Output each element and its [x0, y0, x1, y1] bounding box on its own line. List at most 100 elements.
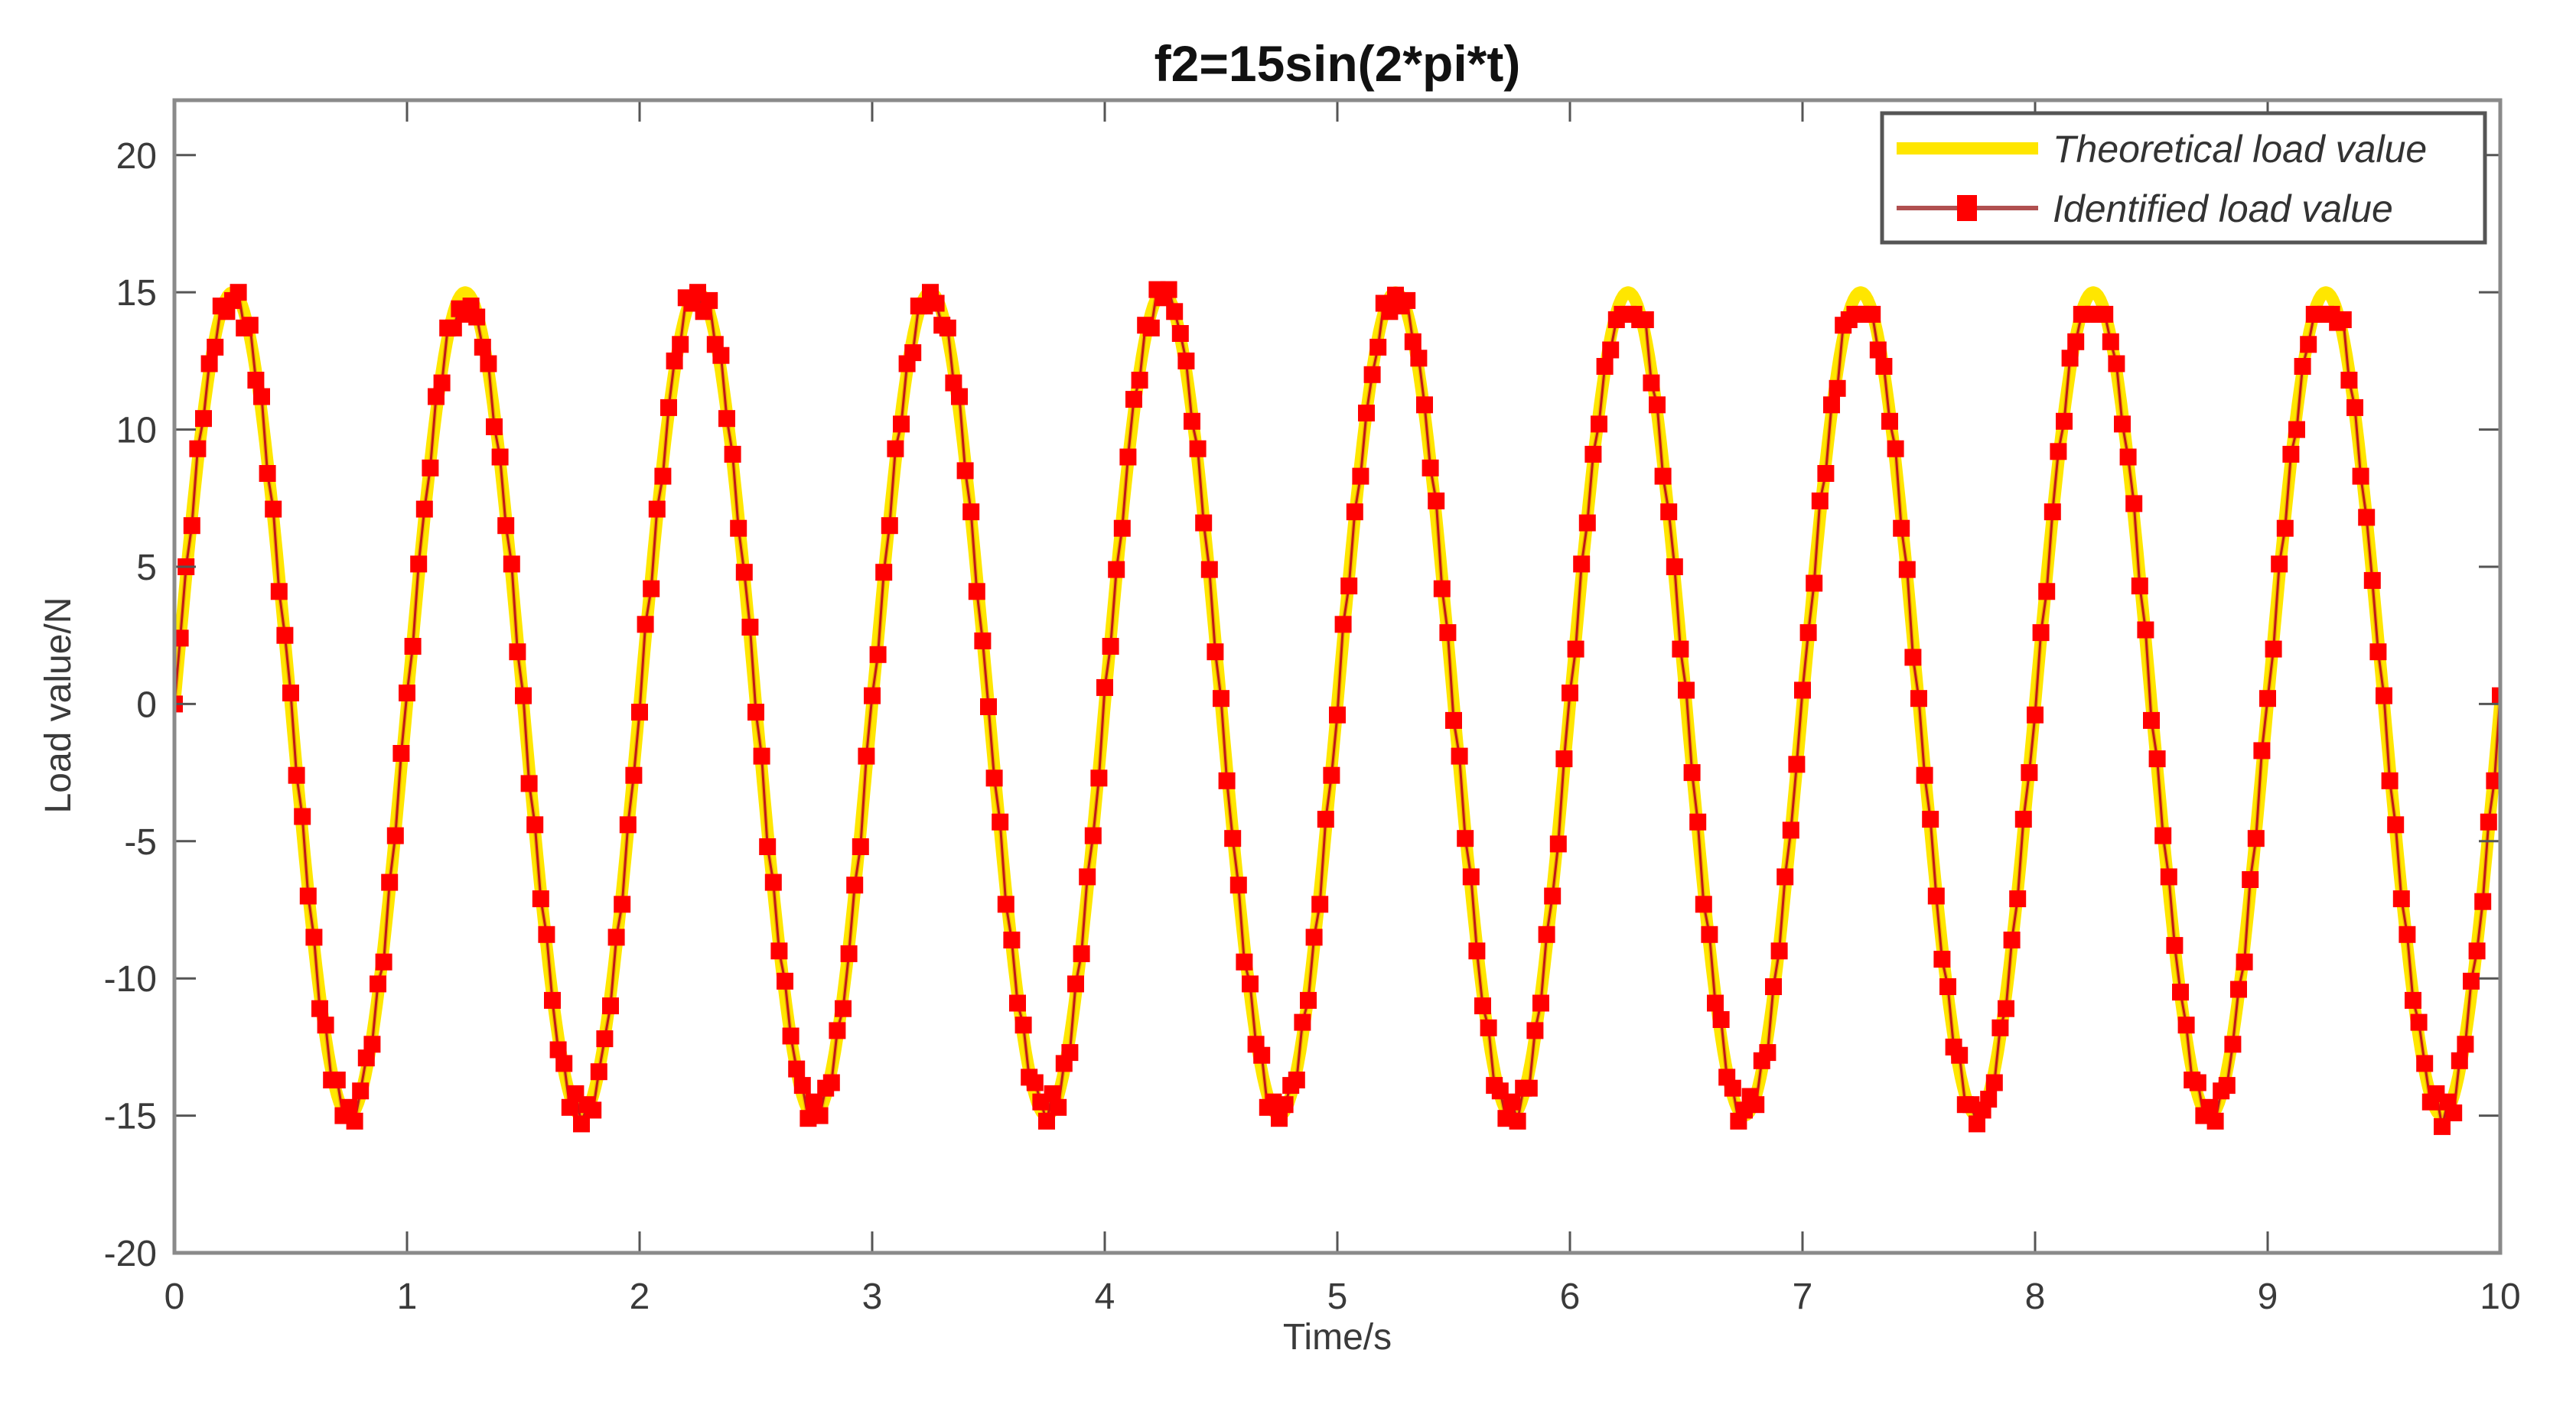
identified-data-point	[415, 500, 433, 518]
identified-data-point	[1998, 1000, 2014, 1017]
legend-box	[1880, 111, 2487, 245]
legend-identified-label: Identified load value	[2053, 187, 2393, 230]
identified-data-point	[1678, 681, 1695, 699]
identified-data-point	[1061, 1044, 1079, 1062]
identified-data-point	[1526, 1022, 1544, 1039]
identified-data-point	[532, 890, 549, 908]
identified-data-point	[1457, 830, 1474, 847]
x-tick-label: 6	[1560, 1277, 1581, 1317]
identified-data-point	[2137, 621, 2154, 639]
identified-data-point	[1229, 877, 1247, 894]
identified-data-point	[1654, 467, 1672, 485]
identified-data-point	[445, 319, 462, 337]
identified-data-point	[311, 1000, 328, 1017]
identified-data-point	[1242, 975, 1259, 993]
identified-data-point	[1171, 325, 1189, 342]
identified-data-point	[2172, 984, 2189, 1001]
identified-data-point	[1369, 338, 1387, 356]
identified-data-point	[2392, 890, 2410, 908]
identified-data-point	[422, 459, 439, 477]
identified-data-point	[1591, 415, 1607, 433]
identified-data-point	[392, 745, 410, 762]
identified-data-point	[2119, 448, 2137, 466]
identified-data-point	[2148, 750, 2166, 768]
x-tick-label: 2	[630, 1277, 650, 1317]
identified-data-point	[992, 813, 1009, 831]
identified-data-point	[207, 338, 224, 356]
y-tick-label: -20	[104, 1234, 157, 1274]
identified-data-point	[2399, 925, 2416, 943]
identified-data-point	[2474, 893, 2492, 910]
identified-data-point	[1399, 291, 1416, 309]
identified-data-point	[2271, 555, 2288, 573]
y-tick-label: -5	[124, 822, 157, 863]
identified-data-point	[2027, 706, 2044, 724]
identified-data-point	[1660, 503, 1678, 521]
identified-data-point	[1887, 440, 1904, 457]
identified-data-point	[718, 410, 735, 428]
identified-data-point	[1300, 991, 1317, 1009]
identified-data-point	[1358, 405, 1375, 421]
identified-data-point	[1939, 978, 1956, 995]
identified-data-point	[974, 632, 992, 649]
identified-data-point	[1584, 445, 1602, 463]
identified-data-point	[1009, 994, 1026, 1012]
identified-data-point	[317, 1017, 334, 1034]
identified-data-point	[1119, 448, 1137, 466]
identified-data-point	[573, 1115, 590, 1133]
identified-data-point	[2230, 981, 2247, 998]
identified-data-point	[1224, 830, 1242, 847]
identified-data-point	[404, 638, 422, 655]
identified-data-point	[363, 1036, 381, 1053]
axes-box	[172, 98, 2503, 1255]
identified-data-point	[1689, 813, 1707, 831]
identified-data-point	[2300, 336, 2317, 353]
identified-data-point	[2114, 415, 2131, 433]
legend-identified-square-marker-icon	[1957, 195, 1977, 221]
identified-data-point	[2480, 813, 2497, 831]
identified-data-point	[549, 1041, 567, 1059]
identified-data-point	[1712, 1011, 1730, 1028]
identified-data-point	[1933, 951, 1951, 968]
identified-data-point	[945, 374, 962, 392]
identified-data-point	[468, 308, 486, 326]
identified-data-point	[701, 291, 718, 309]
identified-data-point	[1817, 465, 1835, 482]
identified-data-point	[1782, 821, 1799, 839]
identified-data-point	[230, 284, 247, 301]
identified-data-point	[1643, 374, 1660, 392]
identified-data-point	[497, 517, 515, 535]
identified-data-point	[2463, 972, 2480, 990]
identified-data-point	[2236, 953, 2253, 971]
identified-data-point	[1317, 811, 1334, 828]
identified-data-point	[294, 808, 311, 825]
identified-data-point	[2050, 443, 2067, 460]
identified-data-point	[381, 873, 399, 891]
identified-data-point	[1538, 925, 1555, 943]
identified-data-point	[2340, 372, 2358, 389]
identified-data-point	[1701, 925, 1718, 943]
identified-data-point	[357, 1049, 375, 1067]
identified-data-point	[1131, 372, 1148, 389]
identified-data-point	[590, 1063, 607, 1081]
identified-data-point	[2224, 1036, 2242, 1053]
identified-data-point	[1014, 1017, 1032, 1034]
identified-data-point	[1445, 711, 1462, 729]
identified-data-point	[515, 687, 532, 704]
identified-data-point	[724, 445, 741, 463]
identified-data-point	[2131, 577, 2148, 595]
chart-title: f2=15sin(2*pi*t)	[1154, 35, 1521, 92]
identified-data-point	[782, 1027, 800, 1045]
x-tick-label: 0	[164, 1277, 185, 1317]
y-tick-labels: -20 -15 -10 -5 0 5 10 15 20	[104, 136, 157, 1274]
identified-data-point	[2102, 333, 2119, 350]
identified-data-point	[2154, 827, 2172, 844]
identified-data-point	[1026, 1074, 1044, 1091]
y-tick-label: 20	[116, 136, 157, 177]
identified-data-point	[2201, 1098, 2218, 1116]
identified-data-point	[2021, 764, 2038, 782]
identified-data-point	[1142, 319, 1160, 337]
identified-data-point	[1991, 1019, 2009, 1036]
identified-data-point	[1724, 1079, 1741, 1097]
